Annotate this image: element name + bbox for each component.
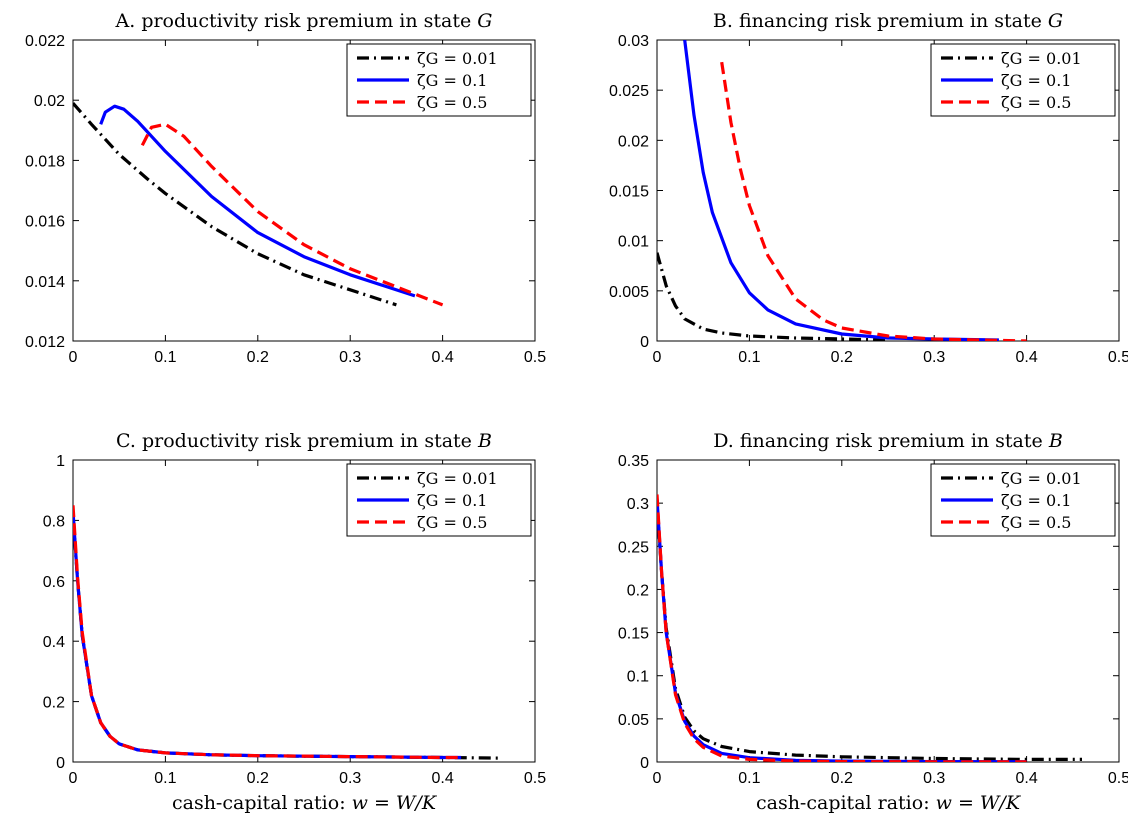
x-tick-label: 0.1 — [738, 770, 760, 787]
x-tick-label: 0.2 — [831, 349, 853, 366]
x-tick-label: 0.5 — [1108, 770, 1128, 787]
series-line-zeta-0.1 — [73, 511, 462, 760]
series-line-zeta-0.1 — [99, 104, 416, 298]
y-tick-label: 0.3 — [627, 496, 649, 513]
y-tick-label: 0.02 — [618, 133, 649, 150]
x-tick-label: 0.1 — [738, 349, 760, 366]
panel-title: B. financing risk premium in state G — [713, 10, 1063, 32]
legend-label: ζG = 0.01 — [1001, 49, 1082, 68]
y-tick-label: 0 — [56, 755, 65, 772]
x-axis-title: cash-capital ratio: w = W/K — [172, 792, 438, 814]
y-tick-label: 0.02 — [34, 93, 65, 110]
y-tick-label: 0.25 — [618, 539, 649, 556]
y-tick-label: 0.012 — [25, 334, 65, 351]
panel-title: A. productivity risk premium in state G — [115, 10, 493, 32]
x-tick-label: 0.4 — [431, 770, 453, 787]
legend-label: ζG = 0.5 — [417, 93, 487, 112]
x-tick-label: 0 — [653, 349, 662, 366]
x-tick-label: 0.1 — [154, 349, 176, 366]
series-line-zeta-0.5 — [140, 122, 444, 307]
x-tick-label: 0.5 — [524, 770, 546, 787]
legend-label: ζG = 0.5 — [1001, 93, 1071, 112]
legend-label: ζG = 0.01 — [1001, 469, 1082, 488]
x-tick-label: 0.2 — [247, 770, 269, 787]
legend: ζG = 0.01 ζG = 0.1 ζG = 0.5 — [346, 463, 532, 537]
legend-label: ζG = 0.1 — [1001, 491, 1071, 510]
y-tick-label: 0.03 — [618, 33, 649, 50]
series-line-zeta-0.01 — [657, 502, 1082, 762]
y-tick-label: 0.022 — [25, 33, 65, 50]
y-tick-label: 0.6 — [43, 574, 65, 591]
legend-label: ζG = 0.01 — [417, 49, 498, 68]
legend: ζG = 0.01 ζG = 0.1 ζG = 0.5 — [930, 463, 1116, 537]
x-tick-label: 0.2 — [247, 349, 269, 366]
y-tick-label: 0.005 — [609, 284, 649, 301]
x-tick-label: 0.3 — [923, 770, 945, 787]
legend-label: ζG = 0.5 — [1001, 513, 1071, 532]
y-tick-label: 1 — [56, 453, 65, 470]
x-tick-label: 0.3 — [339, 349, 361, 366]
y-tick-label: 0.4 — [43, 634, 65, 651]
panel-c: C. productivity risk premium in state B 0… — [43, 430, 546, 814]
legend-label: ζG = 0.1 — [417, 491, 487, 510]
axes-box — [72, 39, 536, 342]
x-tick-label: 0.4 — [1015, 770, 1037, 787]
series-line-zeta-0.5 — [720, 61, 1027, 341]
x-tick-label: 0 — [69, 349, 78, 366]
x-tick-label: 0.3 — [339, 770, 361, 787]
x-tick-label: 0 — [69, 770, 78, 787]
y-tick-label: 0.014 — [25, 274, 65, 291]
x-tick-label: 0.1 — [154, 770, 176, 787]
legend: ζG = 0.01 ζG = 0.1 ζG = 0.5 — [346, 43, 532, 117]
x-tick-label: 0.4 — [1015, 349, 1037, 366]
panel-d: D. financing risk premium in state B 0 0.1… — [618, 430, 1128, 814]
y-tick-label: 0 — [640, 334, 649, 351]
y-tick-label: 0.35 — [618, 453, 649, 470]
panel-a: A. productivity risk premium in state G 0… — [25, 10, 546, 366]
x-tick-label: 0.4 — [431, 349, 453, 366]
y-tick-label: 0.015 — [609, 184, 649, 201]
series-line-zeta-0.01 — [73, 102, 397, 307]
x-axis-title: cash-capital ratio: w = W/K — [756, 792, 1022, 814]
series-line-zeta-0.1 — [683, 40, 999, 341]
x-tick-label: 0.3 — [923, 349, 945, 366]
y-tick-label: 0 — [640, 755, 649, 772]
y-tick-label: 0.2 — [627, 582, 649, 599]
axes-box — [72, 459, 536, 763]
panel-title: C. productivity risk premium in state B — [116, 430, 492, 452]
panel-title: D. financing risk premium in state B — [713, 430, 1063, 452]
series-line-zeta-0.5 — [73, 505, 462, 760]
legend: ζG = 0.01 ζG = 0.1 ζG = 0.5 — [930, 43, 1116, 117]
y-tick-label: 0.018 — [25, 153, 65, 170]
legend-label: ζG = 0.5 — [417, 513, 487, 532]
y-tick-label: 0.05 — [618, 712, 649, 729]
legend-label: ζG = 0.1 — [1001, 71, 1071, 90]
x-tick-label: 0.5 — [1108, 349, 1128, 366]
series-line-zeta-0.1 — [657, 498, 1027, 762]
y-tick-label: 0.01 — [618, 234, 649, 251]
y-tick-label: 0.8 — [43, 513, 65, 530]
y-tick-label: 0.1 — [627, 669, 649, 686]
y-tick-label: 0.025 — [609, 83, 649, 100]
series-line-zeta-0.01 — [657, 252, 889, 341]
legend-label: ζG = 0.01 — [417, 469, 498, 488]
x-tick-label: 0.2 — [831, 770, 853, 787]
y-tick-label: 0.016 — [25, 214, 65, 231]
x-tick-label: 0.5 — [524, 349, 546, 366]
y-tick-label: 0.15 — [618, 626, 649, 643]
legend-label: ζG = 0.1 — [417, 71, 487, 90]
series-line-zeta-0.01 — [73, 514, 499, 760]
panel-b: B. financing risk premium in state G 0 0.1… — [609, 10, 1128, 366]
series-line-zeta-0.5 — [657, 494, 1027, 762]
y-tick-label: 0.2 — [43, 695, 65, 712]
x-tick-label: 0 — [653, 770, 662, 787]
